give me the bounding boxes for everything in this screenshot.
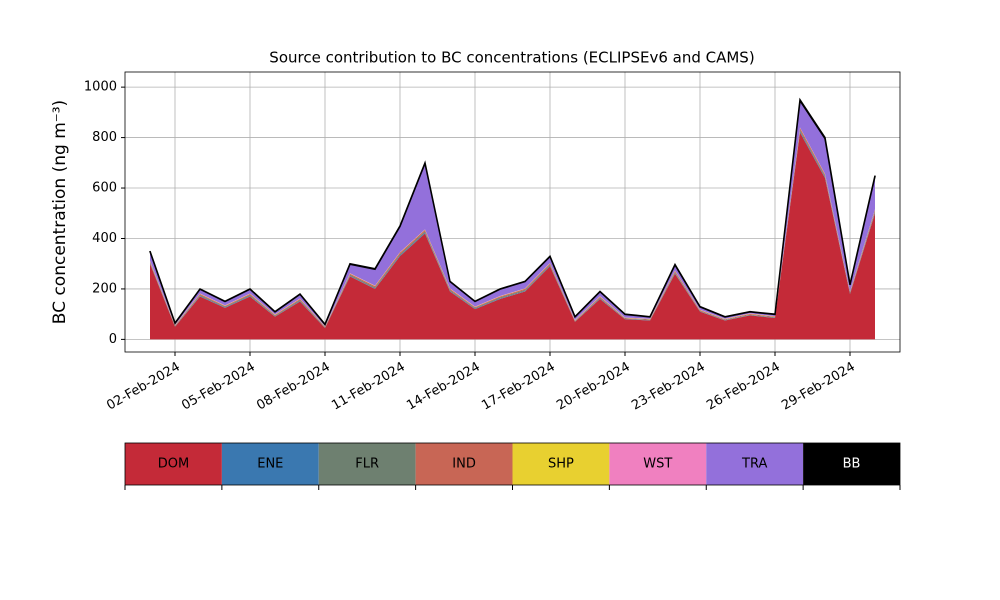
y-tick-label: 0 [109, 332, 117, 347]
legend-swatch [706, 443, 804, 485]
x-tick-label: 11-Feb-2024 [329, 360, 408, 414]
x-tick-label: 20-Feb-2024 [554, 360, 633, 414]
legend-label: IND [452, 457, 476, 472]
x-tick-label: 02-Feb-2024 [104, 360, 183, 414]
area [150, 100, 875, 327]
legend-label: TRA [741, 457, 767, 472]
y-tick-label: 400 [92, 231, 117, 246]
legend-swatch [125, 443, 222, 485]
legend-label: SHP [548, 457, 574, 472]
area [149, 97, 876, 326]
y-axis-label: BC concentration (ng m⁻³) [50, 100, 70, 324]
legend-label: WST [643, 457, 672, 472]
legend-swatch [318, 443, 416, 485]
y-tick-label: 800 [92, 130, 117, 145]
x-tick-label: 14-Feb-2024 [404, 360, 483, 414]
y-tick-label: 600 [92, 181, 117, 196]
legend-label: BB [843, 457, 861, 472]
x-tick-label: 08-Feb-2024 [254, 360, 333, 414]
plot-frame [124, 71, 901, 353]
y-tick-label: 1000 [84, 80, 117, 95]
x-tick-label: 29-Feb-2024 [779, 360, 858, 414]
legend-label: FLR [355, 457, 379, 472]
chart-title: Source contribution to BC concentrations… [269, 49, 754, 67]
legend-label: DOM [158, 457, 189, 472]
legend-swatch [803, 443, 900, 485]
area [150, 132, 875, 340]
y-tick-label: 200 [92, 281, 117, 296]
x-tick-label: 05-Feb-2024 [179, 360, 258, 414]
x-tick-label: 17-Feb-2024 [479, 360, 558, 414]
x-tick-label: 23-Feb-2024 [629, 360, 708, 414]
x-tick-label: 26-Feb-2024 [704, 360, 783, 414]
legend-swatch [415, 443, 513, 485]
legend-swatch [221, 443, 319, 485]
legend-swatch [609, 443, 707, 485]
legend-swatch [512, 443, 610, 485]
legend-label: ENE [257, 457, 283, 472]
